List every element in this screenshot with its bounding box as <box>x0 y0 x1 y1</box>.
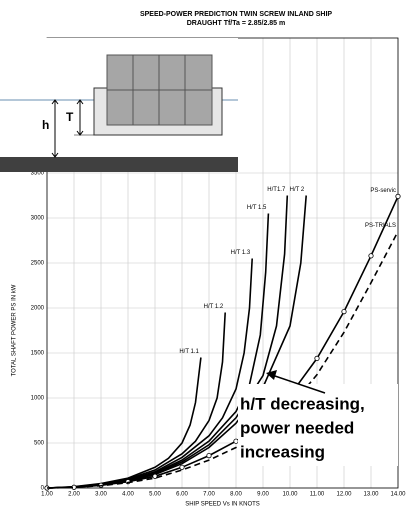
series-label: H/T 1.1 <box>179 349 199 355</box>
x-tick-label: 9.00 <box>257 492 269 498</box>
x-tick-label: 7.00 <box>203 492 215 498</box>
y-tick-label: 500 <box>34 441 45 447</box>
x-tick-label: 1.00 <box>41 492 53 498</box>
x-tick-label: 3.00 <box>95 492 107 498</box>
chart-title: SPEED-POWER PREDICTION TWIN SCREW INLAND… <box>140 11 332 18</box>
series-label: H/T 1.5 <box>247 205 267 211</box>
series-label: PS-TRIALS <box>365 223 396 229</box>
data-point <box>396 194 400 198</box>
x-tick-label: 2.00 <box>68 492 80 498</box>
x-tick-label: 8.00 <box>230 492 242 498</box>
data-point <box>234 439 238 443</box>
chart: SPEED-POWER PREDICTION TWIN SCREW INLAND… <box>0 0 406 511</box>
x-tick-label: 4.00 <box>122 492 134 498</box>
x-tick-label: 12.00 <box>336 492 352 498</box>
series-label: H/T 1.2 <box>204 304 224 310</box>
y-tick-label: 3000 <box>31 216 45 222</box>
y-tick-label: 1000 <box>31 396 45 402</box>
chart-subtitle: DRAUGHT Tf/Ta = 2.85/2.85 m <box>187 20 285 27</box>
data-point <box>369 254 373 258</box>
annotation: h/T decreasing, power needed increasing <box>238 370 398 466</box>
x-tick-label: 6.00 <box>176 492 188 498</box>
series-label: PS-servic <box>370 188 396 194</box>
seabed <box>0 157 238 172</box>
data-point <box>315 356 319 360</box>
y-tick-label: 2500 <box>31 261 45 267</box>
y-tick-label: 2000 <box>31 306 45 312</box>
inset-diagram: h T <box>0 38 238 172</box>
data-point <box>180 465 184 469</box>
x-tick-label: 14.00 <box>390 492 406 498</box>
x-tick-label: 11.00 <box>310 492 325 498</box>
annotation-line: increasing <box>240 442 325 461</box>
series-label: H/T 1.3 <box>231 250 251 256</box>
data-point <box>342 309 346 313</box>
x-tick-label: 5.00 <box>149 492 161 498</box>
series-label: H/T 2 <box>290 187 305 193</box>
h-label: h <box>42 118 49 132</box>
annotation-line: power needed <box>240 418 354 437</box>
t-label: T <box>66 110 74 124</box>
y-axis-title: TOTAL SHAFT POWER PS IN kW <box>12 284 18 376</box>
y-tick-label: 1500 <box>31 351 45 357</box>
data-point <box>207 453 211 457</box>
x-tick-label: 10.00 <box>282 492 298 498</box>
x-tick-label: 13.00 <box>363 492 379 498</box>
x-axis-title: SHIP SPEED Vs IN KNOTS <box>185 502 260 508</box>
annotation-line: h/T decreasing, <box>240 394 365 413</box>
series-label: H/T1.7 <box>267 187 286 193</box>
